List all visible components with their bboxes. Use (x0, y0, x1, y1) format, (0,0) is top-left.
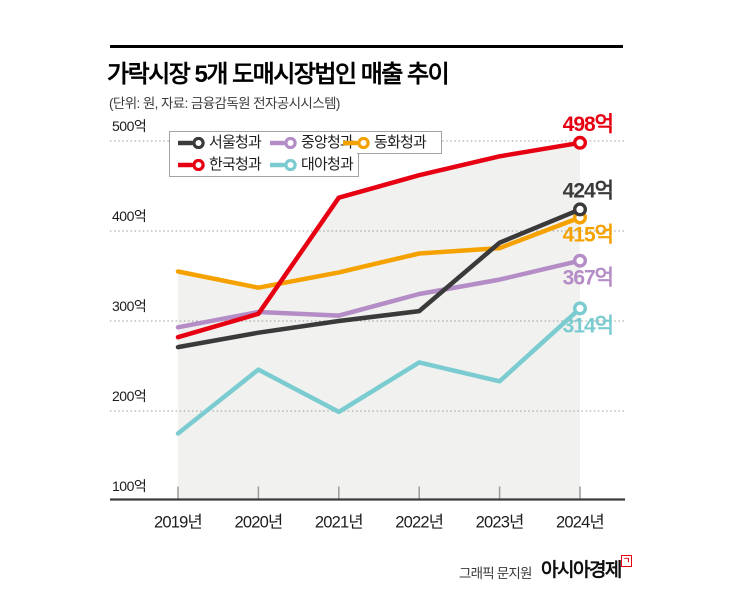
top-divider-rule (110, 45, 623, 48)
x-axis-label-2021년: 2021년 (315, 513, 363, 532)
end-label-중앙청과: 367억 (563, 267, 613, 290)
legend-item-jungang: 중앙청과 (270, 134, 354, 151)
x-axis-label-2022년: 2022년 (395, 513, 443, 532)
chart-subtitle: (단위: 원, 자료: 금융감독원 전자공시시스템) (109, 96, 340, 111)
plot-area-fill (178, 142, 580, 500)
y-axis-label-100억: 100억 (112, 478, 146, 494)
legend-item-donghwa: 동화청과 (343, 134, 427, 151)
legend-line-circle-icon (270, 158, 297, 171)
x-axis-label-2019년: 2019년 (154, 513, 202, 532)
end-label-서울청과: 424억 (563, 179, 613, 202)
series-line-동화청과 (175, 215, 583, 290)
series-line-서울청과 (175, 207, 583, 350)
brand-logo-mark-icon: ㄱ (621, 555, 632, 567)
legend-label: 서울청과 (209, 134, 262, 151)
series-line-중앙청과 (175, 258, 583, 330)
legend-item-seoul: 서울청과 (178, 134, 262, 151)
series-endpoint-서울청과 (573, 202, 588, 217)
legend-box-step-border (357, 153, 442, 154)
series-endpoint-한국청과 (573, 135, 588, 150)
graphic-credit: 그래픽 문지원 (459, 566, 532, 581)
x-axis-label-2024년: 2024년 (556, 513, 604, 532)
y-axis-label-400억: 400억 (112, 208, 146, 224)
x-axis-label-2020년: 2020년 (234, 513, 282, 532)
legend-item-daea: 대아청과 (270, 156, 354, 173)
x-axis-label-2023년: 2023년 (476, 513, 524, 532)
legend-label: 한국청과 (209, 156, 262, 173)
legend-line-circle-icon (178, 158, 205, 171)
brand-logo: 아시아경제 (541, 560, 622, 581)
end-label-한국청과: 498억 (563, 113, 613, 136)
chart-title: 가락시장 5개 도매시장법인 매출 추이 (107, 61, 450, 88)
legend-line-circle-icon (178, 136, 205, 149)
end-label-대아청과: 314억 (563, 314, 613, 337)
legend-box-row1 (169, 131, 442, 154)
y-axis-label-500억: 500억 (112, 118, 146, 134)
legend-line-circle-icon (270, 136, 297, 149)
y-axis-label-300억: 300억 (112, 298, 146, 314)
series-endpoint-대아청과 (573, 301, 588, 316)
series-endpoint-중앙청과 (573, 253, 588, 268)
legend-label: 중앙청과 (301, 134, 354, 151)
legend-item-hanguk: 한국청과 (178, 156, 262, 173)
series-line-한국청과 (175, 140, 583, 340)
series-line-대아청과 (175, 306, 583, 436)
legend-line-circle-icon (343, 136, 370, 149)
y-axis-label-200억: 200억 (112, 388, 146, 404)
legend-label: 대아청과 (301, 156, 354, 173)
legend-label: 동화청과 (374, 134, 427, 151)
end-label-동화청과: 415억 (563, 224, 613, 247)
